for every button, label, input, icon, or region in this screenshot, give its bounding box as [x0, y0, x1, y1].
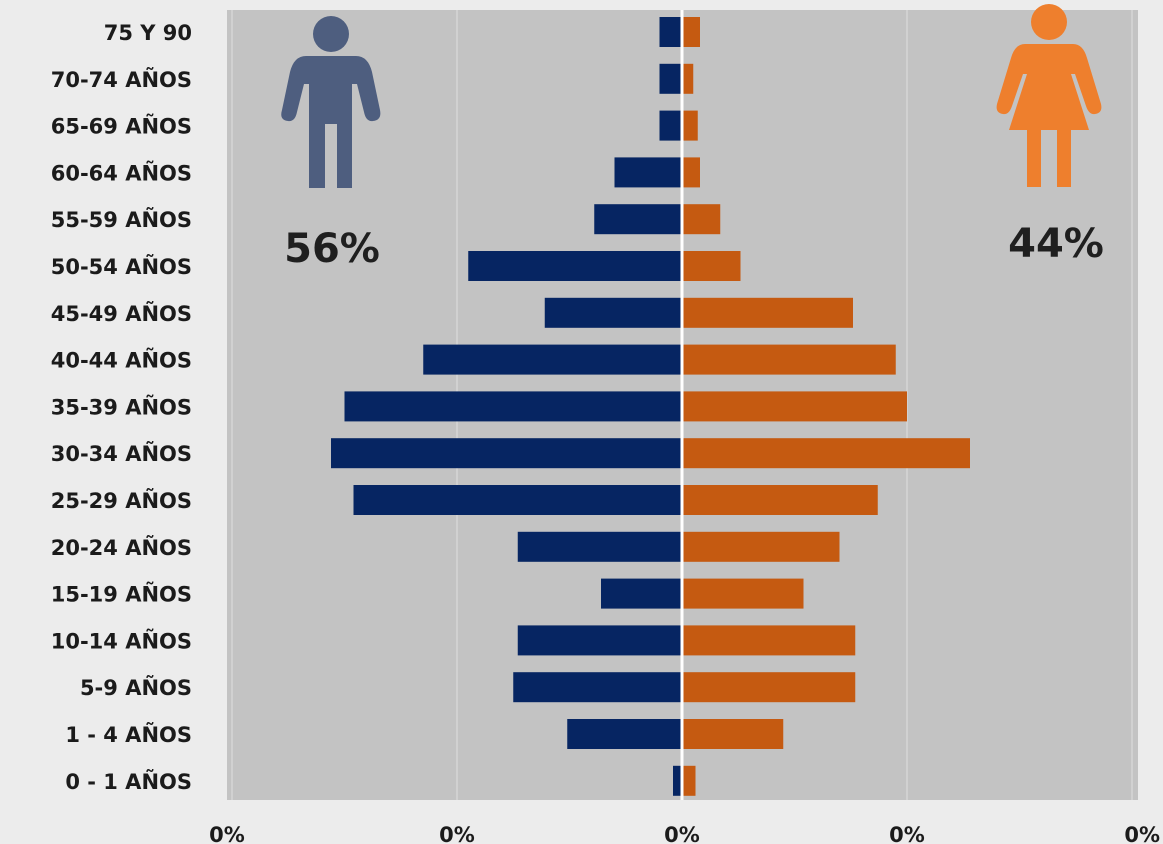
male-bar-2 [659, 110, 682, 141]
female-bar-9 [682, 438, 970, 469]
category-label: 35-39 AÑOS [51, 394, 192, 419]
category-label: 55-59 AÑOS [51, 207, 192, 232]
male-bar-7 [423, 344, 682, 375]
x-tick-label: 0% [889, 823, 925, 844]
category-labels: 75 Y 90 70-74 AÑOS 65-69 AÑOS 60-64 AÑOS 55-… [51, 21, 192, 794]
male-percentage-label: 56% [284, 226, 380, 272]
category-label: 1 - 4 AÑOS [65, 722, 192, 747]
category-label: 70-74 AÑOS [51, 67, 192, 92]
female-bar-7 [682, 344, 896, 375]
male-bar-8 [344, 391, 682, 422]
female-percentage-label: 44% [1008, 221, 1104, 267]
category-label: 60-64 AÑOS [51, 160, 192, 185]
category-label: 45-49 AÑOS [51, 301, 192, 326]
x-tick-label: 0% [1124, 823, 1160, 844]
female-bar-10 [682, 485, 878, 515]
category-label: 15-19 AÑOS [51, 582, 192, 607]
female-person-icon [996, 4, 1102, 187]
category-label: 65-69 AÑOS [51, 114, 192, 139]
male-bar-4 [594, 204, 682, 235]
male-bar-6 [544, 297, 682, 328]
male-bar-5 [468, 251, 682, 281]
category-label: 75 Y 90 [104, 21, 192, 45]
category-label: 50-54 AÑOS [51, 254, 192, 279]
female-bar-1 [682, 63, 694, 94]
x-tick-labels: 0% 0% 0% 0% 0% [209, 823, 1160, 844]
male-bar-1 [659, 63, 682, 94]
male-bar-16 [673, 765, 682, 796]
male-bar-3 [614, 157, 682, 188]
male-bar-9 [331, 438, 682, 469]
category-label: 10-14 AÑOS [51, 628, 192, 653]
female-bar-3 [682, 157, 700, 188]
female-bar-16 [682, 765, 696, 796]
female-bar-2 [682, 110, 698, 141]
male-bar-10 [353, 485, 682, 515]
male-bar-11 [517, 531, 682, 562]
category-label: 20-24 AÑOS [51, 535, 192, 560]
x-tick-label: 0% [439, 823, 475, 844]
category-label: 40-44 AÑOS [51, 348, 192, 373]
category-label: 5-9 AÑOS [80, 675, 192, 700]
female-bar-15 [682, 719, 784, 749]
category-label: 0 - 1 AÑOS [65, 769, 192, 794]
male-bar-13 [517, 625, 682, 656]
female-bar-11 [682, 531, 840, 562]
category-label: 30-34 AÑOS [51, 441, 192, 466]
female-bar-12 [682, 578, 804, 609]
female-bar-8 [682, 391, 907, 422]
female-bar-14 [682, 672, 856, 703]
male-bar-0 [659, 17, 682, 47]
x-tick-label: 0% [664, 823, 700, 844]
category-label: 25-29 AÑOS [51, 488, 192, 513]
male-bar-12 [601, 578, 682, 609]
male-bar-15 [567, 719, 682, 749]
female-bar-4 [682, 204, 721, 235]
female-bar-5 [682, 251, 741, 281]
female-bar-0 [682, 17, 700, 47]
bars [331, 17, 970, 796]
x-tick-label: 0% [209, 823, 245, 844]
male-bar-14 [513, 672, 682, 703]
male-person-icon [281, 16, 381, 188]
female-bar-13 [682, 625, 856, 656]
female-bar-6 [682, 297, 853, 328]
